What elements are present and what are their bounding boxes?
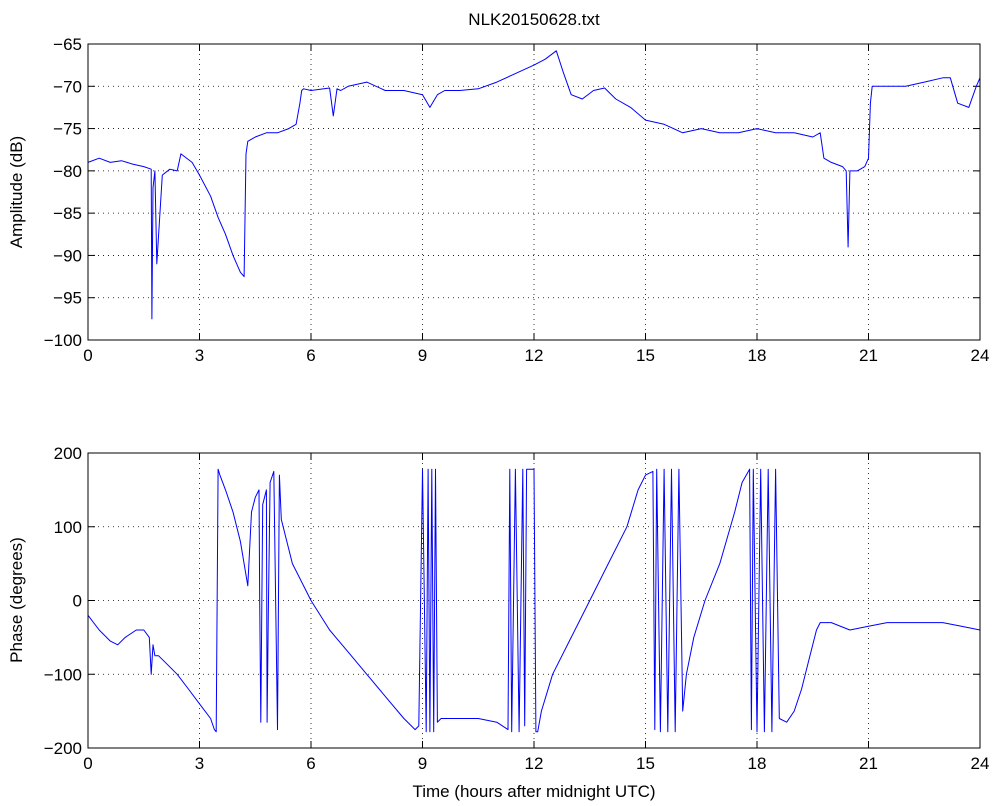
phase-x-tick-label: 15 — [636, 754, 655, 773]
phase-x-tick-label: 0 — [83, 754, 92, 773]
amplitude-y-tick-label: −65 — [53, 35, 82, 54]
amplitude-axes-frame — [87, 43, 981, 341]
phase-series — [87, 468, 981, 733]
amplitude-y-tick-label: −85 — [53, 204, 82, 223]
phase-x-tick-labels: 0 3 6 9 12 15 18 21 24 — [83, 754, 989, 773]
phase-y-tick-label: 100 — [54, 518, 82, 537]
amplitude-x-tick-label: 24 — [971, 346, 990, 365]
amplitude-line — [87, 50, 981, 320]
amplitude-x-tick-label: 9 — [418, 346, 427, 365]
phase-x-tick-label: 6 — [306, 754, 315, 773]
phase-subplot: 0 3 6 9 12 15 18 21 24 −200 −100 0 100 200 Phase (de… — [7, 444, 989, 801]
amplitude-y-tick-label: −90 — [53, 246, 82, 265]
phase-y-axis-label: Phase (degrees) — [7, 537, 26, 663]
phase-axes-frame — [87, 452, 981, 749]
phase-x-tick-label: 18 — [748, 754, 767, 773]
amplitude-y-tick-label: −95 — [53, 289, 82, 308]
phase-x-tick-label: 12 — [525, 754, 544, 773]
amplitude-series — [87, 50, 981, 320]
phase-y-tick-label: −100 — [44, 665, 82, 684]
phase-x-axis-label: Time (hours after midnight UTC) — [412, 782, 655, 801]
amplitude-y-tick-labels: −100 −95 −90 −85 −80 −75 −70 −65 — [44, 35, 82, 350]
phase-y-tick-label: −200 — [44, 739, 82, 758]
amplitude-subplot: NLK20150628.txt 0 3 6 9 12 15 18 21 24 −100 −95 −9… — [7, 10, 989, 365]
phase-x-tick-label: 21 — [859, 754, 878, 773]
amplitude-grid — [88, 44, 980, 340]
amplitude-y-axis-label: Amplitude (dB) — [7, 136, 26, 248]
phase-x-tick-label: 24 — [971, 754, 990, 773]
amplitude-y-tick-label: −70 — [53, 77, 82, 96]
phase-y-tick-label: 200 — [54, 444, 82, 463]
chart-title: NLK20150628.txt — [468, 10, 600, 29]
amplitude-y-tick-label: −80 — [53, 162, 82, 181]
amplitude-x-tick-label: 12 — [525, 346, 544, 365]
amplitude-x-tick-labels: 0 3 6 9 12 15 18 21 24 — [83, 346, 989, 365]
phase-line — [87, 468, 981, 733]
phase-y-tick-label: 0 — [73, 592, 82, 611]
amplitude-x-tick-label: 18 — [748, 346, 767, 365]
amplitude-y-tick-label: −100 — [44, 331, 82, 350]
amplitude-x-tick-label: 3 — [195, 346, 204, 365]
amplitude-x-tick-label: 15 — [636, 346, 655, 365]
amplitude-ticks — [87, 43, 981, 341]
phase-x-tick-label: 9 — [418, 754, 427, 773]
amplitude-x-tick-label: 0 — [83, 346, 92, 365]
phase-x-tick-label: 3 — [195, 754, 204, 773]
amplitude-x-tick-label: 21 — [859, 346, 878, 365]
phase-y-tick-labels: −200 −100 0 100 200 — [44, 444, 82, 758]
amplitude-y-tick-label: −75 — [53, 120, 82, 139]
amplitude-x-tick-label: 6 — [306, 346, 315, 365]
